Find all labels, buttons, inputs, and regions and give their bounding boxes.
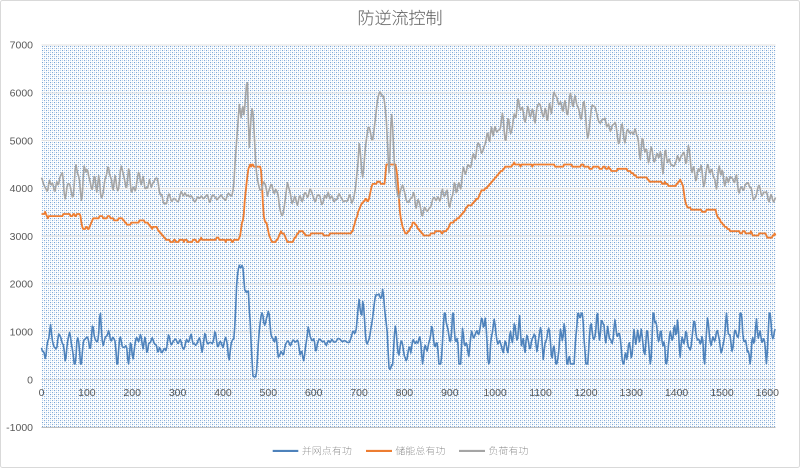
svg-text:1200: 1200	[574, 387, 598, 399]
svg-text:-1000: -1000	[6, 422, 33, 434]
svg-text:100: 100	[78, 387, 96, 399]
svg-text:1300: 1300	[620, 387, 644, 399]
svg-text:1500: 1500	[710, 387, 734, 399]
svg-text:7000: 7000	[10, 40, 34, 52]
svg-text:1100: 1100	[529, 387, 552, 399]
svg-text:0: 0	[27, 374, 33, 386]
svg-text:5000: 5000	[10, 135, 34, 147]
svg-text:4000: 4000	[10, 183, 34, 195]
svg-text:3000: 3000	[10, 231, 34, 243]
svg-text:6000: 6000	[10, 88, 34, 100]
svg-text:2000: 2000	[10, 279, 34, 291]
svg-text:1000: 1000	[483, 387, 507, 399]
svg-text:400: 400	[214, 387, 232, 399]
svg-text:1600: 1600	[756, 387, 780, 399]
svg-text:800: 800	[396, 387, 414, 399]
svg-text:700: 700	[350, 387, 368, 399]
svg-text:500: 500	[260, 387, 278, 399]
svg-text:900: 900	[441, 387, 459, 399]
svg-text:200: 200	[123, 387, 141, 399]
svg-text:0: 0	[39, 387, 45, 399]
svg-text:1000: 1000	[10, 327, 34, 339]
svg-text:1400: 1400	[665, 387, 689, 399]
svg-text:600: 600	[305, 387, 323, 399]
svg-text:300: 300	[169, 387, 187, 399]
